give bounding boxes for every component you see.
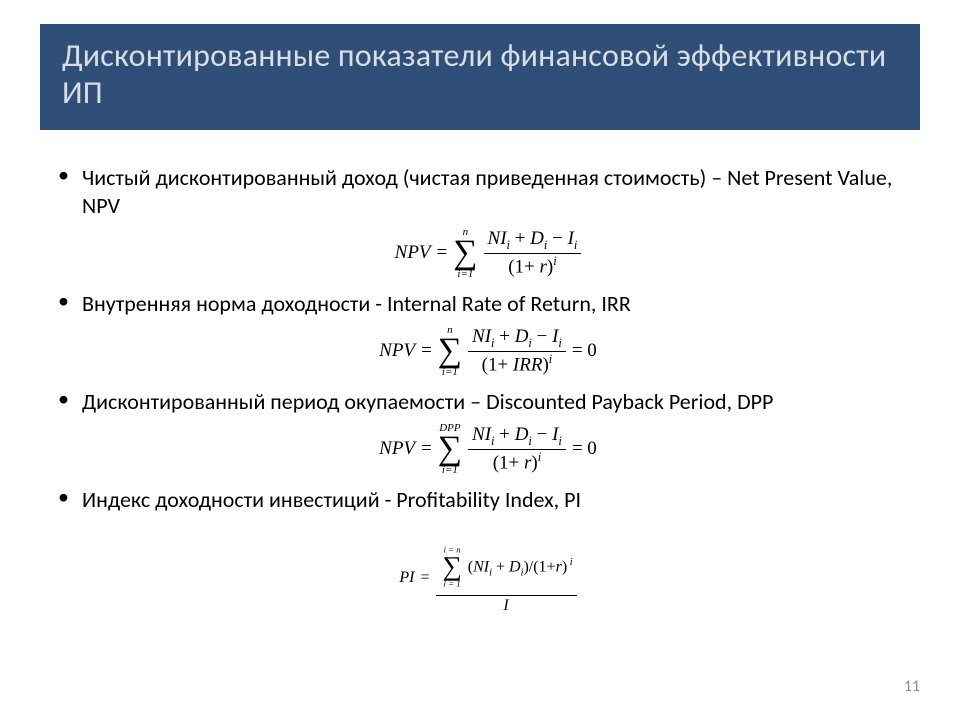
sigma-symbol: ∑ — [438, 336, 462, 367]
numerator: NIi + Di − Ii — [468, 327, 566, 352]
tail: = 0 — [572, 340, 597, 362]
title-band: Дисконтированные показатели финансовой э… — [40, 24, 920, 130]
bullet-text: Чистый дисконтированный доход (чистая пр… — [82, 164, 892, 219]
lhs: NPV — [395, 242, 431, 264]
fraction: NIi + Di − Ii (1+ r)i — [484, 229, 582, 279]
equals: = — [421, 438, 432, 460]
slide: Дисконтированные показатели финансовой э… — [0, 0, 960, 720]
bullet-text: Дисконтированный период окупаемости – Di… — [82, 388, 773, 415]
sigma-symbol: ∑ — [438, 434, 462, 465]
page-number: 11 — [904, 677, 920, 696]
denominator: (1+ r)i — [508, 254, 556, 278]
bullet-text: Индекс доходности инвестиций - Profitabi… — [82, 486, 581, 513]
bullet-irr: Внутренняя норма доходности - Internal R… — [56, 290, 920, 324]
lhs: PI — [399, 569, 414, 587]
formula-npv: NPV = n ∑ i=1 NIi + Di − Ii (1+ r)i — [56, 227, 920, 280]
numerator: NIi + Di − Ii — [468, 425, 566, 450]
lhs: NPV — [379, 438, 415, 460]
formula-pi: PI = i = n ∑ i = 1 (NIi + Di)/(1+r) i I — [56, 541, 920, 614]
lhs: NPV — [379, 340, 415, 362]
sigma-lower: i=1 — [442, 465, 458, 476]
numerator: i = n ∑ i = 1 (NIi + Di)/(1+r) i — [436, 541, 577, 596]
sigma-symbol: ∑ — [453, 238, 477, 269]
denominator: (1+ IRR)i — [482, 352, 553, 376]
equals: = — [421, 340, 432, 362]
sigma-lower: i=1 — [442, 367, 458, 378]
tail: = 0 — [572, 438, 597, 460]
fraction: i = n ∑ i = 1 (NIi + Di)/(1+r) i I — [436, 541, 577, 614]
formula-irr: NPV = n ∑ i=1 NIi + Di − Ii (1+ IRR)i = … — [56, 325, 920, 378]
sigma: DPP ∑ i=1 — [438, 423, 462, 476]
content-area: Чистый дисконтированный доход (чистая пр… — [56, 164, 920, 624]
fraction: NIi + Di − Ii (1+ r)i — [468, 425, 566, 475]
slide-title: Дисконтированные показатели финансовой э… — [62, 38, 898, 112]
bullet-text: Внутренняя норма доходности - Internal R… — [82, 290, 631, 317]
formula-dpp: NPV = DPP ∑ i=1 NIi + Di − Ii (1+ r)i = … — [56, 423, 920, 476]
sigma-symbol: ∑ — [442, 555, 461, 579]
numerator: NIi + Di − Ii — [484, 229, 582, 254]
equals: = — [420, 569, 429, 587]
denominator: I — [503, 596, 508, 615]
fraction: NIi + Di − Ii (1+ IRR)i — [468, 327, 566, 377]
equals: = — [437, 242, 448, 264]
bullet-dpp: Дисконтированный период окупаемости – Di… — [56, 388, 920, 422]
bullet-npv: Чистый дисконтированный доход (чистая пр… — [56, 164, 920, 225]
sigma: n ∑ i=1 — [438, 325, 462, 378]
bullet-pi: Индекс доходности инвестиций - Profitabi… — [56, 486, 920, 520]
sigma-lower: i = 1 — [443, 580, 460, 589]
sigma-lower: i=1 — [457, 269, 473, 280]
bullet-list: Чистый дисконтированный доход (чистая пр… — [56, 164, 920, 614]
sigma: n ∑ i=1 — [453, 227, 477, 280]
denominator: (1+ r)i — [493, 450, 541, 474]
